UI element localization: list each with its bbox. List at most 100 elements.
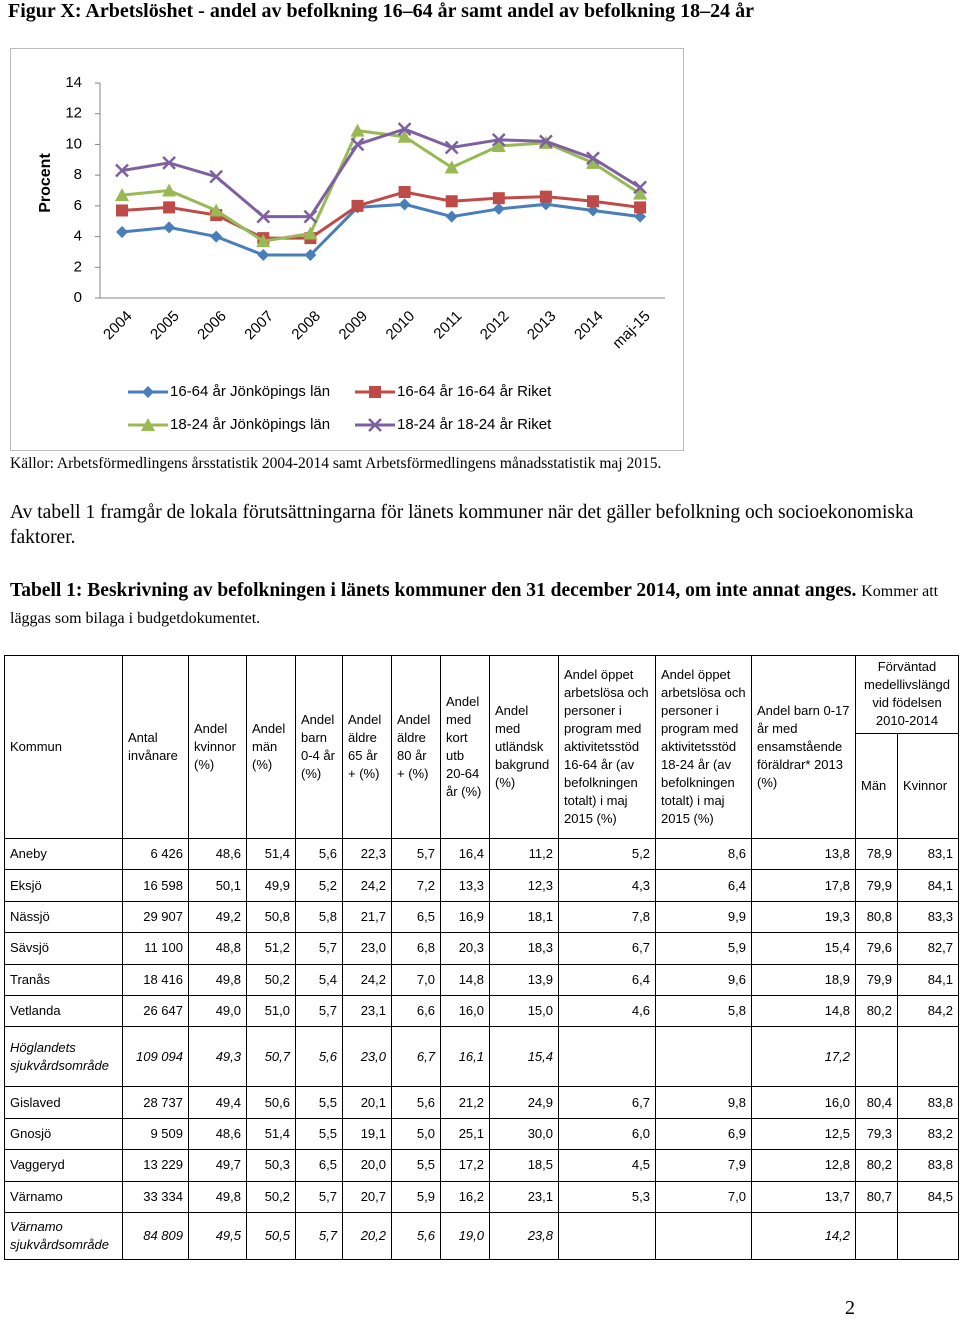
header-cell: Andel barn 0-4 år (%): [295, 655, 343, 839]
table-cell: 51,4: [246, 837, 296, 871]
table-cell: 24,2: [342, 869, 392, 902]
table-cell: 6,0: [558, 1117, 656, 1151]
table-cell: 14,8: [751, 994, 856, 1028]
data-point: [303, 209, 318, 224]
table-cell: 13,7: [751, 1180, 856, 1213]
data-point: [444, 160, 459, 174]
table-row: Värnamo 33 334 49,8 50,2 5,7 20,7 5,9 16,2 23,1 5…: [4, 1180, 960, 1213]
legend-label: 18-24 år Jönköpings län: [170, 416, 330, 433]
table-cell: 5,4: [295, 963, 343, 996]
data-point: [350, 137, 365, 152]
data-point: [257, 249, 270, 261]
table-cell: 7,8: [558, 900, 656, 934]
data-point: [586, 155, 600, 169]
table-cell: 109 094: [122, 1026, 189, 1088]
table-cell: 84,1: [896, 963, 960, 996]
header-cell: Andel öppet arbetslösa och personer i pr…: [558, 655, 656, 839]
page-number: 2: [845, 1297, 855, 1319]
table-cell: 50,2: [246, 1180, 296, 1213]
table-cell: 79,6: [855, 932, 898, 965]
table-cell: 12,8: [751, 1149, 856, 1182]
data-point: [163, 201, 176, 214]
table-cell: 5,7: [391, 837, 441, 871]
data-point: [256, 234, 271, 248]
table-cell: 5,5: [295, 1086, 343, 1119]
subheader-row: Män Kvinnor: [5, 733, 960, 839]
table-row: Nässjö 29 907 49,2 50,8 5,8 21,7 6,5 16,9 18,1 7,…: [4, 900, 960, 934]
header-cell: Andel öppet arbetslösa och personer i pr…: [655, 655, 752, 839]
table-cell: 21,7: [342, 900, 392, 934]
table-cell: 4,3: [558, 869, 656, 902]
table-cell: 49,3: [188, 1026, 247, 1088]
legend-marker: [369, 386, 381, 398]
source-note: Källor: Arbetsförmedlingens årsstatistik…: [10, 455, 662, 472]
series-line: [121, 128, 641, 243]
data-point: [116, 204, 128, 217]
x-tick-label: 2009: [336, 308, 372, 344]
table-cell: 17,8: [751, 869, 856, 902]
table-cell: 6,7: [391, 1026, 441, 1088]
table-cell: 13 229: [122, 1149, 189, 1182]
x-tick-label: 2008: [288, 308, 324, 344]
table-cell: 23,1: [342, 994, 392, 1028]
legend-marker: [141, 418, 155, 431]
table-row: Aneby 6 426 48,6 51,4 5,6 22,3 5,7 16,4 11,2 5,2 8…: [4, 837, 960, 871]
table-cell: [558, 1211, 656, 1260]
table-cell: 49,8: [188, 963, 247, 996]
table-cell: [655, 1211, 752, 1260]
table-cell: 16,0: [751, 1086, 856, 1119]
table-cell: 79,9: [855, 963, 898, 996]
row-label: Sävsjö: [4, 932, 123, 965]
table-cell: 82,7: [896, 932, 960, 965]
data-point: [351, 199, 364, 212]
y-tick-label: 2: [74, 258, 82, 275]
table-cell: 8,6: [655, 837, 752, 871]
table-cell: 15,4: [489, 1026, 559, 1088]
x-tick-label: 2012: [477, 308, 513, 344]
table-cell: 6,9: [655, 1117, 752, 1151]
table-cell: 18,1: [489, 900, 559, 934]
table-cell: 19,0: [440, 1211, 490, 1260]
table-cell: 33 334: [122, 1180, 189, 1213]
data-point: [633, 180, 647, 195]
table-cell: 18,3: [489, 932, 559, 965]
data-point: [586, 151, 600, 166]
table-cell: 23,8: [489, 1211, 559, 1260]
data-point: [492, 192, 505, 205]
table-cell: 4,5: [558, 1149, 656, 1182]
table-cell: 6,6: [391, 994, 441, 1028]
table-cell: 11,2: [489, 837, 559, 871]
data-point: [445, 195, 458, 208]
table-cell: 6,7: [558, 932, 656, 965]
y-tick-label: 6: [74, 197, 82, 214]
table-cell: 5,7: [295, 1211, 343, 1260]
table-cell: 5,9: [391, 1180, 441, 1213]
table-cell: 16,1: [440, 1026, 490, 1088]
table-cell: 26 647: [122, 994, 189, 1028]
y-tick-label: 10: [65, 135, 82, 152]
y-tick-label: 4: [74, 228, 82, 245]
series-line: [121, 190, 641, 240]
table-cell: 50,8: [246, 900, 296, 934]
table-cell: 83,3: [896, 900, 960, 934]
table-cell: 16,2: [440, 1180, 490, 1213]
table-cell: 49,9: [246, 869, 296, 902]
y-tick-label: 12: [65, 105, 82, 122]
table-cell: 5,6: [295, 1026, 343, 1088]
table-cell: [855, 1211, 898, 1260]
row-label: Värnamo: [4, 1180, 123, 1213]
table-row: Vetlanda 26 647 49,0 51,0 5,7 23,1 6,6 16,0 15,0…: [4, 994, 960, 1028]
table-cell: 18,5: [489, 1149, 559, 1182]
table-cell: 20,3: [440, 932, 490, 965]
table-cell: 50,6: [246, 1086, 296, 1119]
table-row: Gislaved 28 737 49,4 50,6 5,5 20,1 5,6 21,2 24,9…: [4, 1086, 960, 1119]
table-cell: 20,2: [342, 1211, 392, 1260]
table-cell: 15,4: [751, 932, 856, 965]
table-cell: 7,0: [391, 963, 441, 996]
table-cell: 5,7: [295, 1180, 343, 1213]
table-cell: 16 598: [122, 869, 189, 902]
y-axis-title: Procent: [37, 153, 54, 213]
table-cell: 6,4: [655, 869, 752, 902]
table-cell: 79,3: [855, 1117, 898, 1151]
